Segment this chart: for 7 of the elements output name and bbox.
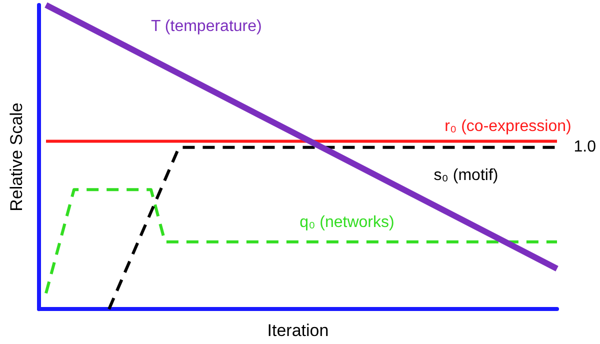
series-label: s₀ (motif) — [434, 166, 498, 184]
text: 1.0 — [574, 138, 596, 156]
series-label: q₀ (networks) — [300, 214, 394, 231]
x-axis-title: Iteration — [267, 321, 329, 340]
series-label: T (temperature) — [151, 18, 262, 35]
series-label: r₀ (co-expression) — [444, 118, 572, 136]
y-axis-title: Relative Scale — [7, 102, 26, 212]
